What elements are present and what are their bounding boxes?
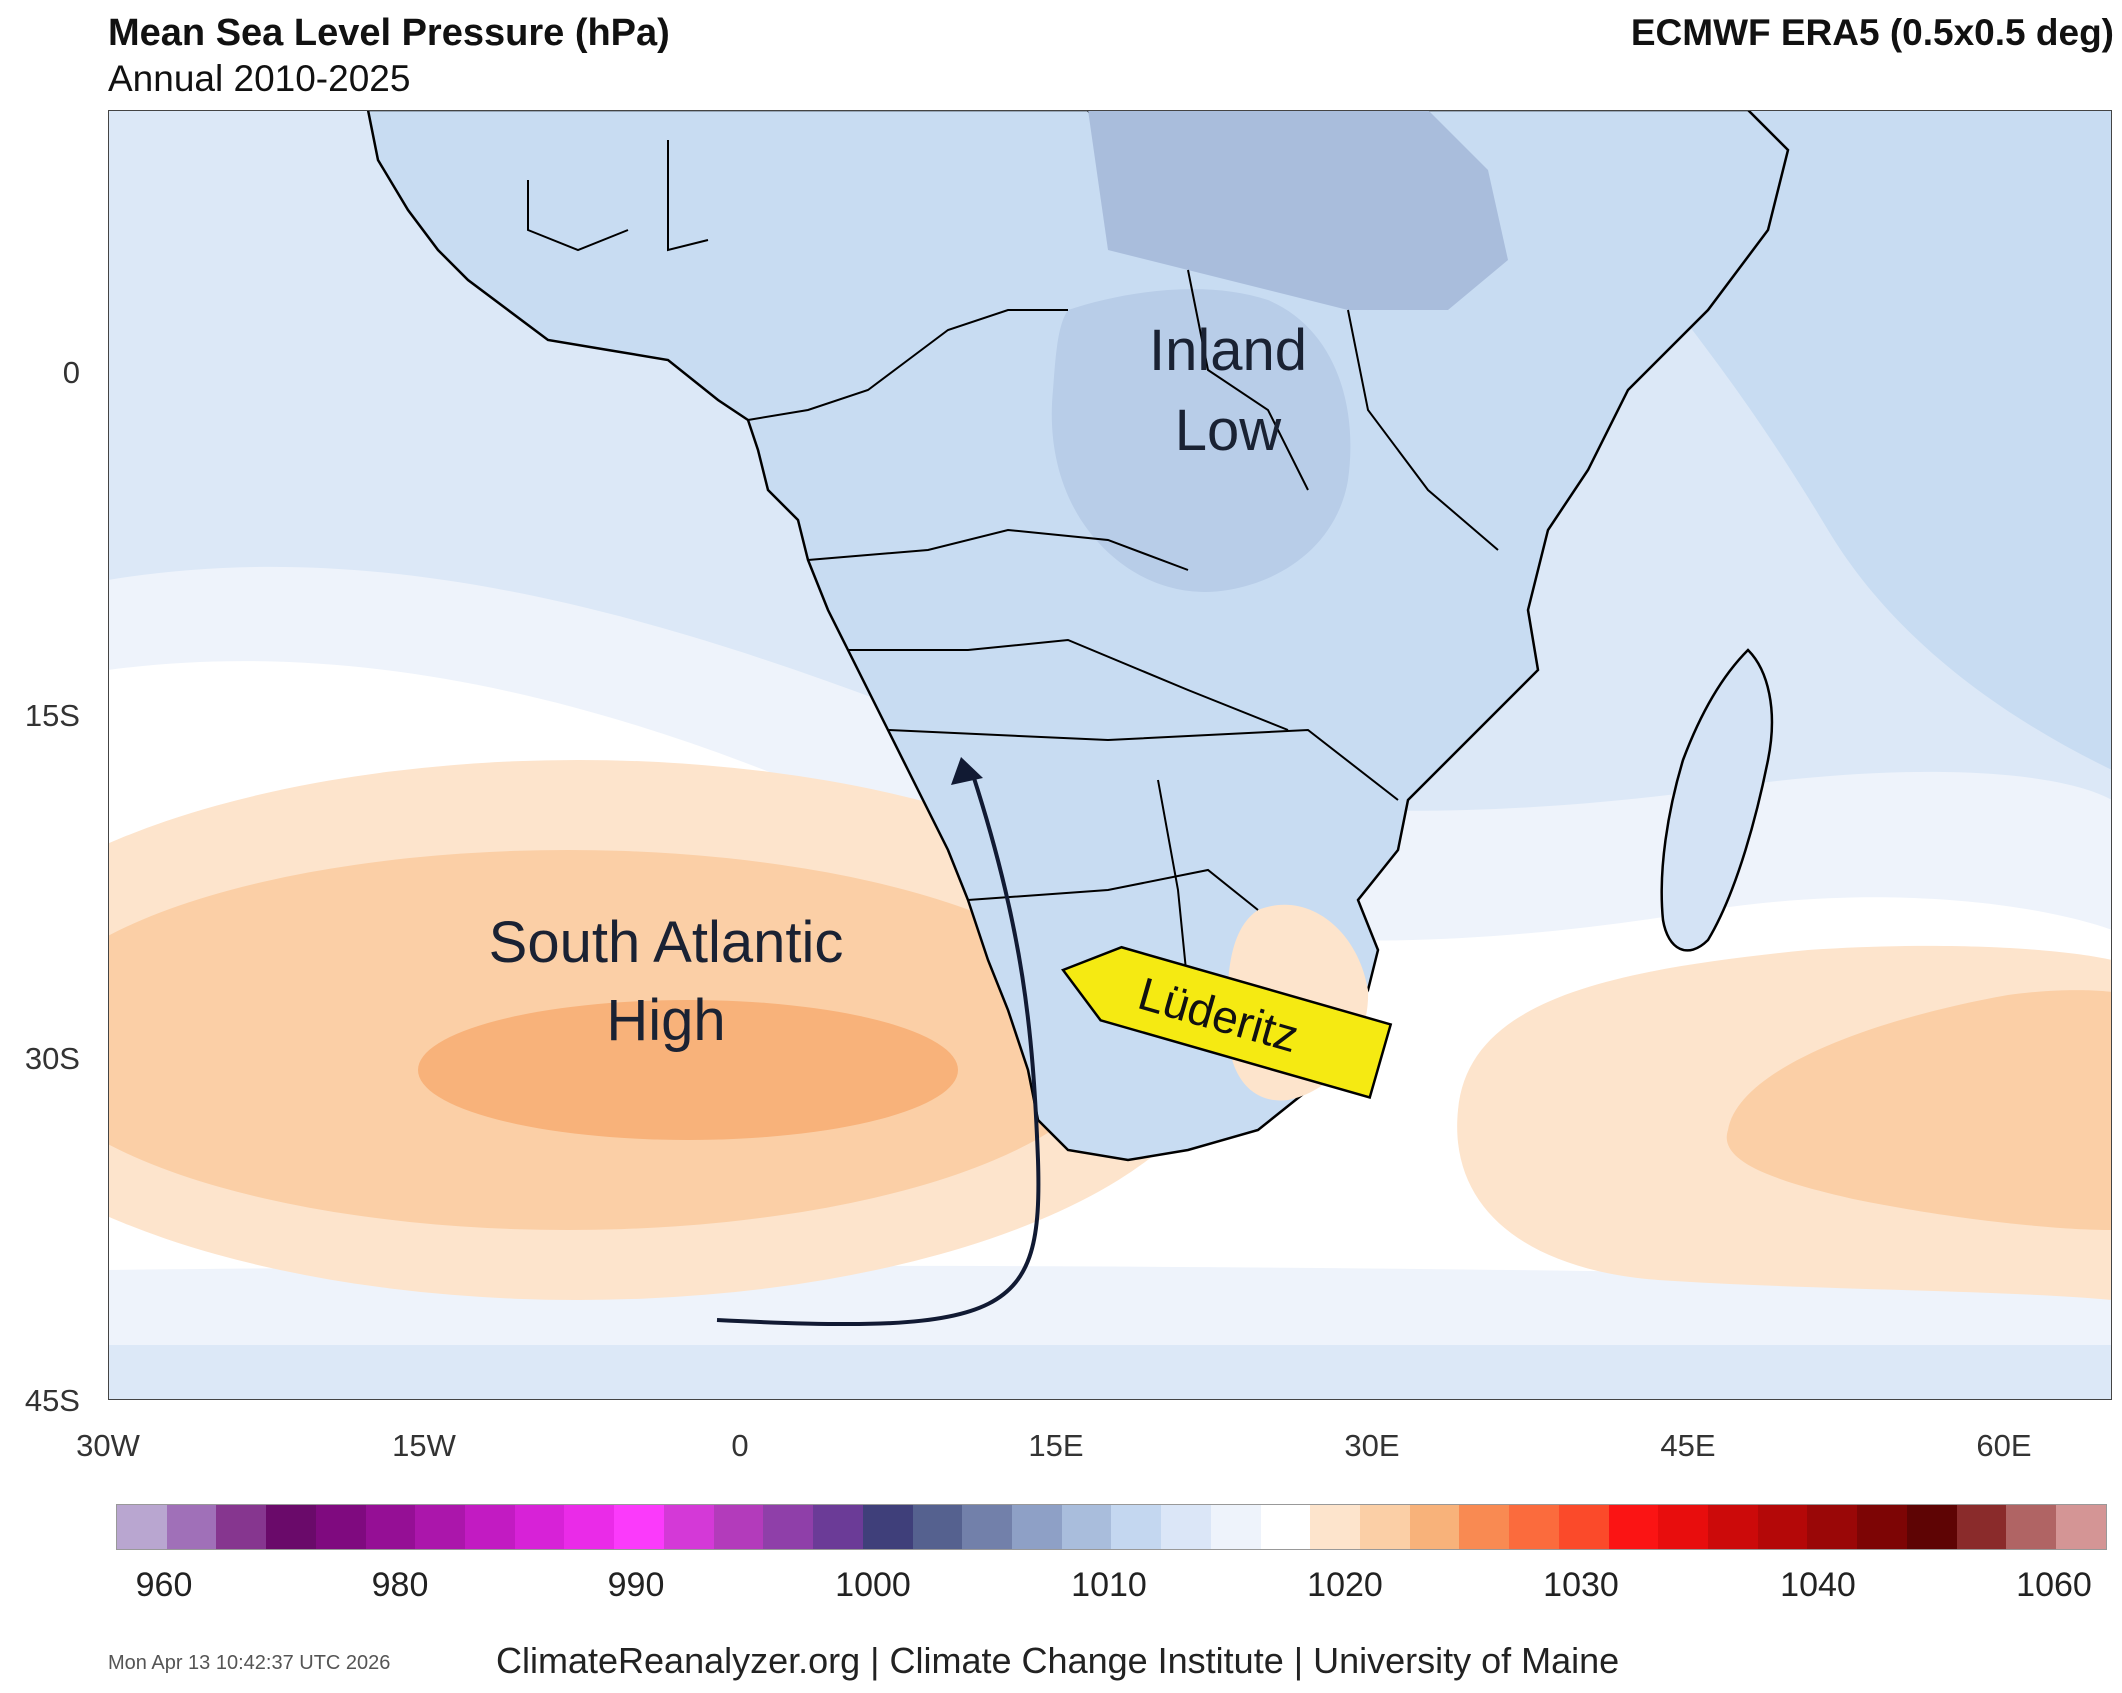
inland-low-label-2: Low [1175, 398, 1283, 463]
sahel-low-region [1088, 110, 1508, 310]
atlantic-high-1024 [418, 1000, 958, 1140]
colorbar-cell [1509, 1505, 1559, 1549]
credits: ClimateReanalyzer.org | Climate Change I… [496, 1640, 1620, 1681]
colorbar-cell [415, 1505, 466, 1549]
lon-label-45e: 45E [1660, 1428, 1716, 1463]
colorbar-cell [1558, 1505, 1609, 1549]
south-atlantic-label-2: High [606, 988, 725, 1053]
colorbar-label-1040: 1040 [1780, 1566, 1856, 1604]
colorbar-cell [1161, 1505, 1211, 1549]
colorbar-label-1000: 1000 [835, 1566, 911, 1604]
colorbar-cell [117, 1505, 167, 1549]
colorbar-cell [1011, 1505, 1062, 1549]
lon-label-30w: 30W [76, 1428, 140, 1463]
colorbar-cell [862, 1505, 913, 1549]
colorbar-label-1010: 1010 [1071, 1566, 1147, 1604]
wind-flow-arrow [716, 774, 1041, 1327]
colorbar-cell [1359, 1505, 1410, 1549]
colorbar-cell [2056, 1505, 2106, 1549]
southern-band-1 [108, 1290, 2112, 1330]
colorbar-cell [266, 1505, 316, 1549]
lat-label-30s: 30S [24, 1041, 80, 1076]
colorbar-cell [1708, 1505, 1758, 1549]
country-borders [527, 140, 1499, 991]
colorbar-cell [564, 1505, 615, 1549]
colorbar-cell [1658, 1505, 1708, 1549]
colorbar-cell [166, 1505, 217, 1549]
colorbar-cell [1906, 1505, 1957, 1549]
pressure-colorbar [116, 1504, 2107, 1550]
africa-landmass [366, 110, 1790, 1162]
colorbar-cell [2006, 1505, 2057, 1549]
chart-subtitle: Annual 2010-2025 [108, 58, 411, 99]
colorbar-cell [514, 1505, 565, 1549]
timestamp: Mon Apr 13 10:42:37 UTC 2026 [108, 1652, 391, 1674]
luderitz-callout-shape [1061, 945, 1393, 1100]
colorbar-label-1030: 1030 [1543, 1566, 1619, 1604]
colorbar-cell [1061, 1505, 1112, 1549]
colorbar-label-960: 960 [135, 1566, 193, 1604]
colorbar-cell [216, 1505, 267, 1549]
colorbar-cell [1210, 1505, 1261, 1549]
inland-low-region [1051, 289, 1351, 592]
inland-low-label-1: Inland [1149, 318, 1307, 383]
colorbar-cell [1310, 1505, 1360, 1549]
colorbar-cell [1260, 1505, 1311, 1549]
colorbar-cell [813, 1505, 863, 1549]
southern-band-2 [108, 1345, 2112, 1400]
colorbar-cell [1956, 1505, 2007, 1549]
colorbar-cell [1409, 1505, 1460, 1549]
colorbar-label-990: 990 [607, 1566, 665, 1604]
colorbar-cell [365, 1505, 416, 1549]
colorbar-cell [614, 1505, 664, 1549]
lon-label-15e: 15E [1028, 1428, 1084, 1463]
arrow-head [951, 757, 983, 785]
lat-label-15s: 15S [24, 698, 80, 733]
map-canvas: Lüderitz Inland Low South Atlantic High [108, 110, 2112, 1400]
colorbar-cell [962, 1505, 1012, 1549]
colorbar-cell [465, 1505, 515, 1549]
colorbar-label-980: 980 [371, 1566, 429, 1604]
lon-label-60e: 60E [1976, 1428, 2032, 1463]
colorbar-cell [1608, 1505, 1659, 1549]
chart-title: Mean Sea Level Pressure (hPa) [108, 12, 670, 54]
lat-label-45s: 45S [24, 1383, 80, 1418]
colorbar-cell [1111, 1505, 1162, 1549]
colorbar-cell [713, 1505, 764, 1549]
data-source: ECMWF ERA5 (0.5x0.5 deg) [1630, 12, 2114, 53]
lon-label-30e: 30E [1344, 1428, 1400, 1463]
colorbar-cell [1757, 1505, 1808, 1549]
colorbar-cell [315, 1505, 366, 1549]
pressure-map: Lüderitz Inland Low South Atlantic High [108, 110, 2112, 1400]
indian-high-1022 [1726, 990, 2112, 1230]
lon-label-15w: 15W [392, 1428, 456, 1463]
colorbar-cell [1807, 1505, 1858, 1549]
lon-label-0: 0 [731, 1428, 749, 1463]
colorbar-label-1020: 1020 [1307, 1566, 1383, 1604]
colorbar-label-1060: 1060 [2016, 1566, 2092, 1604]
madagascar [1660, 648, 1774, 952]
colorbar-cell [663, 1505, 714, 1549]
south-atlantic-label-1: South Atlantic [489, 910, 844, 975]
colorbar-cell [1459, 1505, 1510, 1549]
colorbar-cell [763, 1505, 814, 1549]
colorbar-cell [912, 1505, 963, 1549]
colorbar-cell [1857, 1505, 1907, 1549]
lat-label-0: 0 [62, 355, 80, 390]
